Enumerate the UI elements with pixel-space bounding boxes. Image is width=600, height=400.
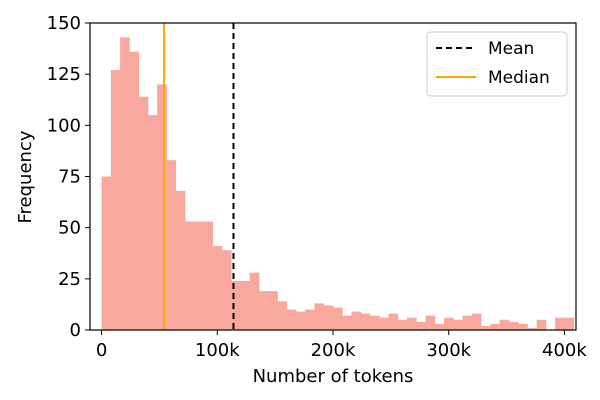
histogram-bar xyxy=(555,317,565,330)
y-tick-label: 25 xyxy=(58,269,81,290)
bars-group xyxy=(101,37,575,331)
histogram-bar xyxy=(508,321,519,330)
histogram-bar xyxy=(314,303,325,330)
histogram-bar xyxy=(323,305,334,330)
histogram-bar xyxy=(453,319,463,330)
histogram-bar xyxy=(194,221,204,330)
histogram-bar xyxy=(101,176,112,330)
histogram-bar xyxy=(481,325,491,330)
y-tick-label: 50 xyxy=(58,218,81,239)
histogram-bar xyxy=(471,313,482,330)
histogram-bar xyxy=(184,221,195,330)
x-tick-label: 0 xyxy=(96,340,107,361)
histogram-bar xyxy=(305,309,315,330)
histogram-bar xyxy=(425,315,436,330)
histogram-bar xyxy=(110,70,121,330)
histogram-bar xyxy=(166,160,177,330)
histogram-bar xyxy=(231,280,241,330)
histogram-bar xyxy=(249,272,260,330)
histogram-bar xyxy=(370,315,380,330)
histogram-bar xyxy=(120,37,130,331)
histogram-bar xyxy=(277,301,288,330)
x-tick-label: 200k xyxy=(311,340,356,361)
legend-mean-label: Mean xyxy=(488,39,534,59)
legend: Mean Median xyxy=(426,31,568,97)
histogram-bar xyxy=(342,315,352,330)
histogram-bar xyxy=(462,315,473,330)
y-tick-label: 75 xyxy=(58,167,81,188)
histogram-bar xyxy=(536,319,547,330)
plot-frame xyxy=(89,22,577,331)
histogram-bar xyxy=(444,317,454,330)
histogram-bar xyxy=(360,313,371,330)
histogram-bar xyxy=(175,190,186,330)
histogram-bar xyxy=(221,250,232,330)
histogram-bar xyxy=(333,307,343,330)
legend-median-label: Median xyxy=(488,68,550,88)
histogram-bar xyxy=(518,323,528,330)
histogram-bar xyxy=(240,280,251,330)
histogram-bar xyxy=(157,84,167,331)
x-tick-label: 400k xyxy=(542,340,587,361)
y-axis-ticks: 0 25 50 75 100 125 150 xyxy=(47,13,90,341)
histogram-bar xyxy=(286,309,297,330)
histogram-bar xyxy=(351,311,362,330)
x-tick-label: 100k xyxy=(195,340,240,361)
histogram-bar xyxy=(295,311,306,330)
histogram-bar xyxy=(407,317,417,330)
y-tick-label: 0 xyxy=(70,320,81,341)
histogram-bar xyxy=(129,51,139,331)
histogram-bar xyxy=(527,327,538,330)
histogram-bar xyxy=(499,319,510,330)
y-tick-label: 125 xyxy=(47,64,81,85)
histogram-bar xyxy=(416,321,426,330)
histogram-bar xyxy=(388,313,399,330)
histogram-bar xyxy=(268,291,278,330)
histogram-bar xyxy=(379,317,389,330)
histogram-bar xyxy=(490,323,501,330)
histogram-bar xyxy=(138,96,149,331)
y-tick-label: 150 xyxy=(47,13,81,34)
histogram-bar xyxy=(203,221,214,330)
y-axis-label: Frequency xyxy=(15,130,36,223)
histogram-bar xyxy=(258,291,269,330)
histogram-bar xyxy=(212,246,223,330)
histogram-bar xyxy=(147,115,158,330)
histogram-bar xyxy=(564,317,575,330)
x-axis-label: Number of tokens xyxy=(253,366,414,387)
x-tick-label: 300k xyxy=(426,340,471,361)
x-axis-ticks: 0 100k 200k 300k 400k xyxy=(96,330,587,361)
histogram-bar xyxy=(397,319,408,330)
y-tick-label: 100 xyxy=(47,115,81,136)
histogram-bar xyxy=(434,323,445,330)
